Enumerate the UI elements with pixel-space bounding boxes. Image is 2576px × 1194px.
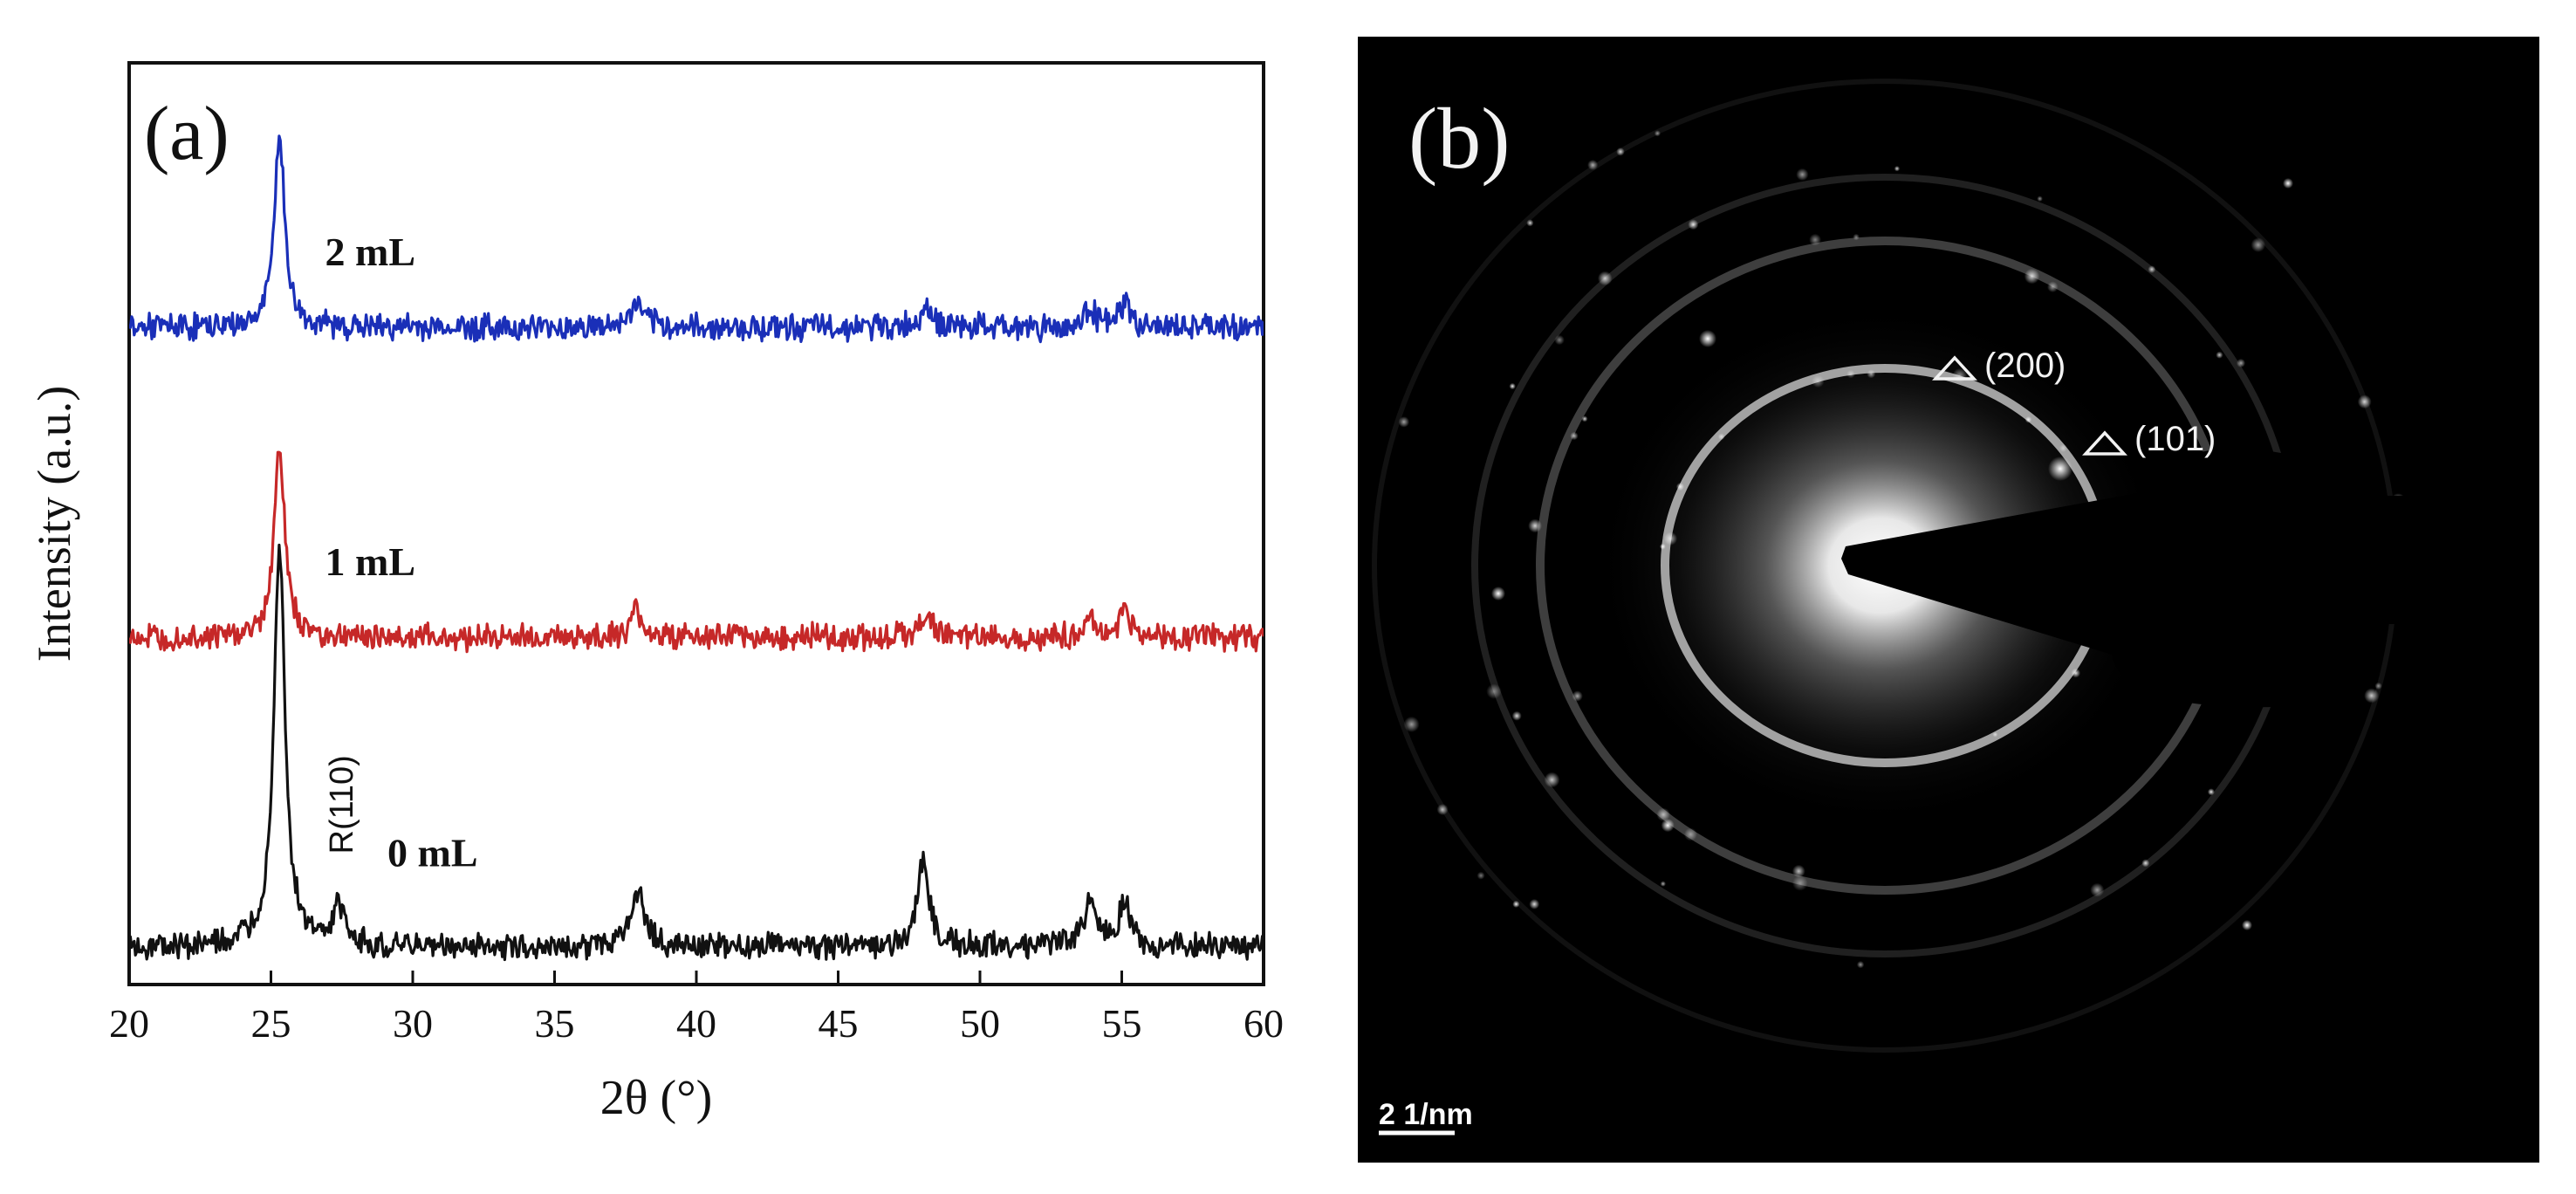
annotation-layer: A(101)A(004)A(200)A(105)A(211)R(110): [324, 755, 360, 854]
series-layer: [129, 0, 1264, 962]
diffraction-spot: [1587, 160, 1599, 170]
diffraction-spot: [1616, 148, 1625, 156]
diffraction-spot: [2216, 351, 2223, 359]
diffraction-spot: [2024, 268, 2040, 285]
diffraction-spot: [2236, 358, 2246, 368]
x-tick-label: 30: [393, 1001, 433, 1046]
x-axis-label: 2θ (°): [600, 1071, 713, 1125]
diffraction-spot: [1511, 710, 1522, 721]
saed-pattern: (200) (101) 2 1/nm (b): [1358, 37, 2539, 1163]
series-label: 2 mL: [325, 230, 416, 274]
diffraction-spot: [1526, 219, 1534, 227]
diffraction-spot: [1717, 433, 1725, 441]
x-tick-label: 55: [1102, 1001, 1142, 1046]
x-tick-label: 50: [960, 1001, 1000, 1046]
diffraction-spot: [1598, 271, 1613, 286]
diffraction-spot: [1570, 431, 1579, 441]
diffraction-spot: [1792, 875, 1808, 891]
diffraction-spot: [1796, 168, 1809, 181]
diffraction-spot: [1661, 819, 1675, 833]
diffraction-spot: [1512, 900, 1520, 908]
series-label: 1 mL: [325, 539, 416, 584]
diffraction-spot: [1853, 233, 1860, 241]
x-tick-label: 25: [251, 1001, 291, 1046]
series-label: 0 mL: [387, 831, 478, 875]
diffraction-spot: [1476, 871, 1485, 880]
series-line-0-ml: [129, 543, 1264, 962]
diffraction-spot: [2141, 859, 2150, 868]
ring-101-marker-icon: [2082, 430, 2127, 456]
panel-a-label: (a): [144, 92, 230, 176]
series-line-1-ml: [129, 450, 1264, 654]
diffraction-spot: [1544, 772, 1560, 788]
diffraction-spot: [1856, 961, 1865, 969]
diffraction-spot: [1403, 716, 1420, 732]
x-tick-label: 40: [676, 1001, 716, 1046]
bright-spot: [2242, 920, 2252, 930]
diffraction-spot: [1792, 864, 1805, 878]
x-tick-label: 35: [535, 1001, 575, 1046]
x-tick-label: 20: [109, 1001, 149, 1046]
diffraction-spot: [1894, 166, 1901, 172]
diffraction-spot: [1846, 369, 1855, 379]
ring-labels: (200) (101): [1932, 347, 2216, 458]
bright-spot: [1491, 587, 1505, 600]
ring-200-marker-icon: [1932, 355, 1977, 381]
diffraction-spot: [1688, 219, 1699, 230]
diffraction-spot: [2148, 265, 2156, 273]
x-tick-label: 45: [819, 1001, 859, 1046]
diffraction-spot: [2071, 668, 2081, 678]
bright-spot: [1699, 330, 1716, 347]
diffraction-spot: [1675, 483, 1685, 491]
diffraction-spot: [1663, 532, 1678, 546]
plot-frame: [127, 61, 1265, 986]
diffraction-spot: [2357, 395, 2372, 409]
x-tick-label: 60: [1243, 1001, 1284, 1046]
diffraction-spot: [1572, 690, 1583, 702]
ring-101-label: (101): [2134, 420, 2216, 458]
peak-annotation: R(110): [324, 755, 360, 854]
diffraction-spot: [1660, 881, 1667, 887]
series-label-layer: 3 mL2 mL1 mL0 mL: [325, 230, 478, 875]
diffraction-spot: [2047, 281, 2059, 293]
diffraction-spot: [2374, 682, 2382, 690]
diffraction-spot: [1992, 731, 1998, 738]
diffraction-spot: [1812, 374, 1825, 388]
beam-stop: [1841, 449, 2539, 708]
diffraction-spot: [1398, 416, 1410, 428]
y-axis-label: Intensity (a.u.): [28, 386, 80, 662]
diffraction-spot: [2364, 688, 2380, 703]
bright-spot: [2283, 178, 2293, 189]
diffraction-spot: [2207, 788, 2215, 796]
diffraction-spot: [1528, 518, 1542, 533]
x-axis-ticks: 20 25 30 35 40 45 50 55 60: [109, 971, 1284, 1046]
bright-spot: [2048, 456, 2072, 481]
diffraction-spot: [2059, 443, 2067, 453]
diffraction-spot: [1660, 543, 1666, 550]
diffraction-spot: [2037, 196, 2043, 202]
scale-bar-label: 2 1/nm: [1379, 1098, 1473, 1131]
diffraction-spot: [1529, 899, 1540, 909]
diffraction-spot: [1683, 827, 1697, 841]
diffraction-spot: [1509, 382, 1516, 390]
diffraction-spot: [1581, 415, 1588, 422]
xrd-chart: 20 25 30 35 40 45 50 55 60 A(101)A(004)A(200)A(1…: [28, 0, 1284, 1125]
diffraction-spot: [1486, 683, 1502, 699]
diffraction-spot: [1809, 233, 1822, 246]
diffraction-spot: [1436, 804, 1449, 815]
series-line-3-ml: [129, 0, 1264, 32]
diffraction-spot: [1656, 807, 1670, 821]
diffraction-spot: [2024, 416, 2032, 423]
diffraction-spot: [1654, 130, 1661, 137]
diffraction-spots: [1398, 130, 2415, 969]
panel-b-label: (b): [1408, 90, 1511, 187]
series-line-2-ml: [129, 134, 1264, 344]
diffraction-spot: [2251, 237, 2266, 252]
diffraction-spot: [1867, 369, 1876, 379]
diffraction-spot: [1554, 334, 1565, 346]
diffraction-spot: [2090, 882, 2105, 897]
ring-200-label: (200): [1984, 347, 2066, 385]
